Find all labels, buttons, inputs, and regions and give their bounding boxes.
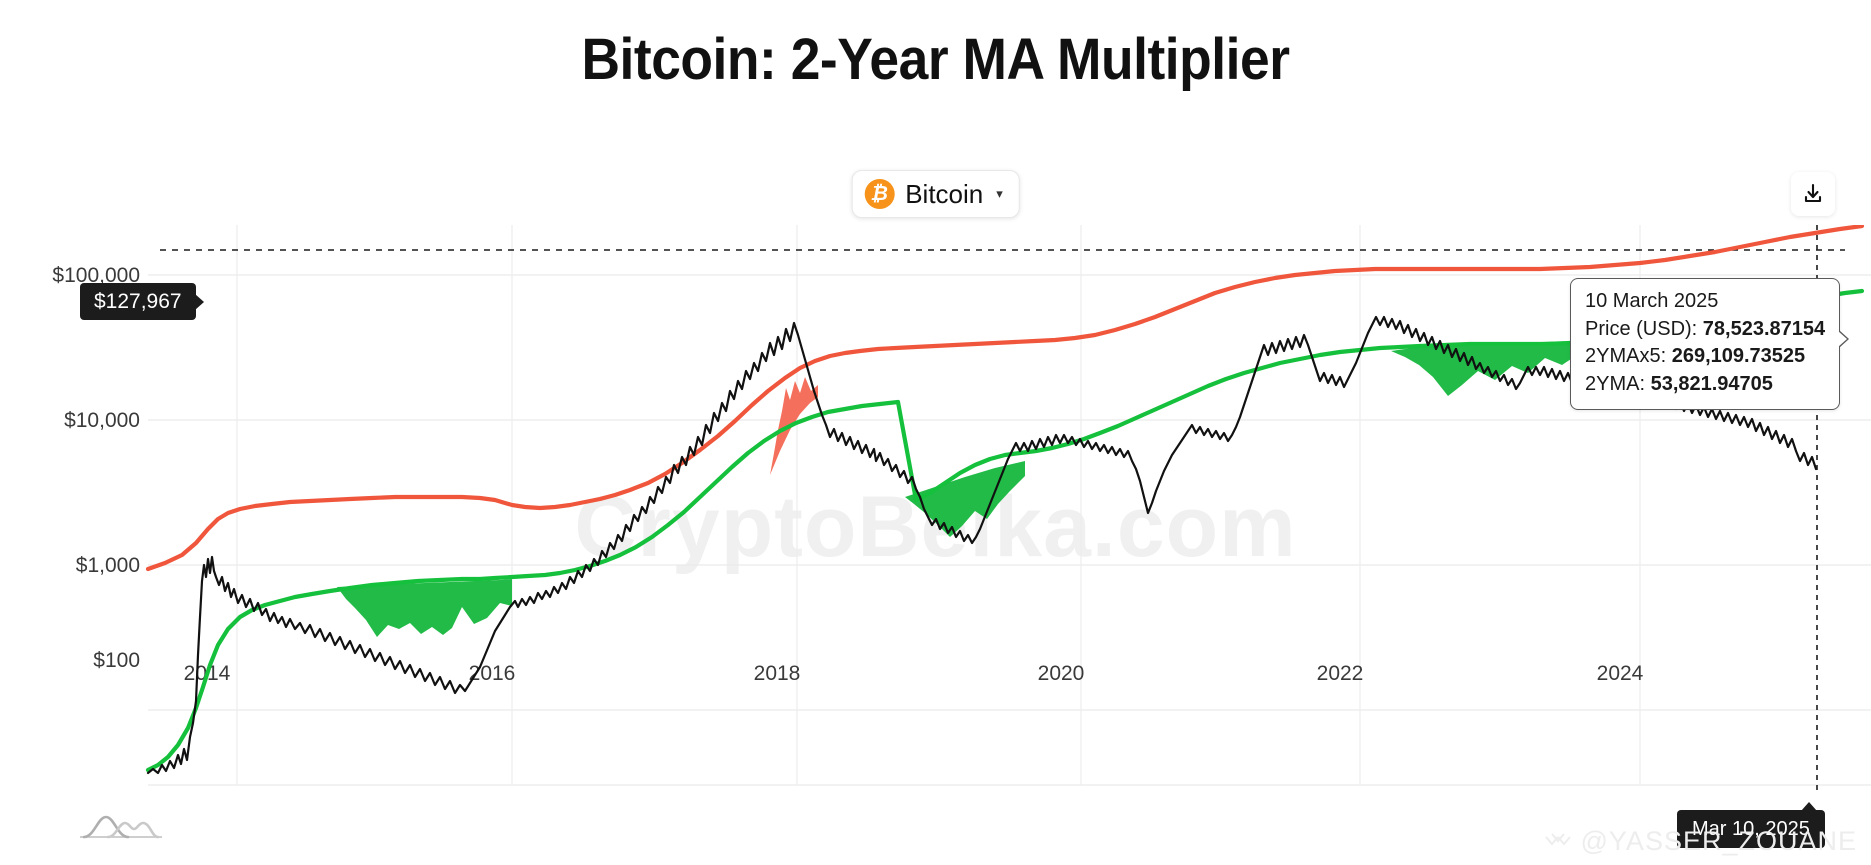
buy-zone-fills	[337, 339, 1621, 637]
x-tick-2018: 2018	[754, 662, 801, 685]
asset-selector-label: Bitcoin	[905, 178, 984, 209]
y-tick-100000: $100,000	[52, 264, 140, 287]
tooltip-label-2yma: 2YMA:	[1585, 372, 1651, 395]
tooltip-value-2ymax5: 269,109.73525	[1671, 345, 1806, 368]
cursor-date-badge: Mar 10, 2025	[1677, 802, 1825, 848]
chart-gridlines	[148, 225, 1871, 786]
page-title: Bitcoin: 2-Year MA Multiplier	[581, 27, 1290, 92]
chart-tooltip: 10 March 2025 Price (USD): 78,523.87154 …	[1570, 278, 1850, 411]
tooltip-label-price: Price (USD):	[1585, 317, 1703, 340]
series-price	[146, 315, 1818, 775]
x-tick-2022: 2022	[1317, 662, 1364, 685]
series-2yma	[145, 288, 1865, 773]
sell-zone-fill	[770, 377, 818, 475]
tooltip-row-2yma: 2YMA: 53,821.94705	[1585, 371, 1825, 399]
x-tick-2020: 2020	[1038, 662, 1085, 685]
download-icon	[1804, 183, 1822, 203]
tooltip-value-price: 78,523.87154	[1702, 317, 1826, 340]
tooltip-label-2ymax5: 2YMAx5:	[1585, 345, 1672, 368]
series-2ymax5	[145, 225, 1865, 572]
y-tick-1000: $1,000	[76, 554, 140, 577]
y-tick-100: $100	[93, 649, 140, 672]
tooltip-row-2ymax5: 2YMAx5: 269,109.73525	[1585, 343, 1825, 371]
download-button[interactable]	[1791, 172, 1835, 216]
y-tick-10000: $10,000	[64, 409, 140, 432]
tooltip-value-2yma: 53,821.94705	[1650, 372, 1773, 395]
bitcoin-icon: ₿	[864, 179, 895, 209]
tooltip-date: 10 March 2025	[1585, 290, 1719, 312]
chart-y-axis: $100,000 $10,000 $1,000 $100	[52, 264, 140, 672]
highlight-price-badge: $127,967	[80, 283, 196, 321]
x-tick-2024: 2024	[1597, 662, 1644, 685]
chevron-down-icon: ▾	[996, 186, 1003, 201]
mountain-wave-logo-icon	[80, 815, 162, 839]
tooltip-row-price: Price (USD): 78,523.87154	[1585, 316, 1825, 344]
diamond-logo-icon	[1544, 832, 1571, 846]
asset-selector-dropdown[interactable]: ₿ Bitcoin ▾	[851, 170, 1020, 218]
